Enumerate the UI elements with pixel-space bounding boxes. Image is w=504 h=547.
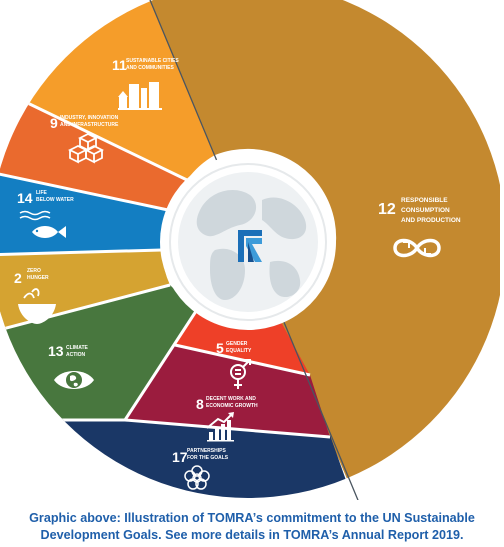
segment-goal-9 — [0, 80, 187, 210]
goal-14-label-line2: BELOW WATER — [36, 197, 74, 203]
goal-17-number: 17 — [172, 449, 188, 465]
bowl-icon — [18, 288, 56, 324]
caption-line-1: Graphic above: Illustration of TOMRA’s c… — [29, 511, 475, 525]
goal-13-number: 13 — [48, 343, 64, 359]
cubes-icon — [67, 132, 105, 164]
goal-5-label-line1: GENDER — [226, 341, 248, 347]
goal-9-label-line1: INDUSTRY, INNOVATION — [60, 115, 119, 121]
goal-13-label-line2: ACTION — [66, 352, 86, 358]
caption: Graphic above: Illustration of TOMRA’s c… — [0, 510, 504, 544]
goal-5-label-line2: EQUALITY — [226, 348, 252, 354]
growth-chart-icon — [206, 412, 234, 442]
goal-13-label-line1: CLIMATE — [66, 345, 89, 351]
segment-goal-8 — [125, 345, 330, 437]
goal-11-label-line2: AND COMMUNITIES — [126, 65, 174, 71]
segment-goal-14 — [0, 170, 168, 255]
goal-17-label-line1: PARTNERSHIPS — [187, 448, 226, 454]
goal-8-label-line1: DECENT WORK AND — [206, 396, 256, 402]
sdg-wheel-diagram: 12 RESPONSIBLE CONSUMPTION AND PRODUCTIO… — [0, 0, 500, 500]
flower-rings-icon — [184, 465, 210, 490]
goal-5-number: 5 — [216, 340, 224, 356]
infinity-icon — [393, 238, 441, 258]
goal-12-number: 12 — [378, 201, 396, 218]
goal-2-number: 2 — [14, 270, 22, 286]
goal-8-label-line2: ECONOMIC GROWTH — [206, 403, 258, 409]
city-buildings-icon — [118, 82, 162, 110]
caption-line-2: Development Goals. See more details in T… — [40, 528, 464, 542]
eye-globe-icon — [54, 371, 94, 389]
goal-14-label-line1: LIFE — [36, 190, 47, 196]
goal-8-number: 8 — [196, 396, 204, 412]
goal-2-label-line1: ZERO — [27, 268, 41, 274]
goal-17-label-line2: FOR THE GOALS — [187, 455, 229, 461]
tomra-logo-icon — [238, 230, 262, 262]
goal-14-number: 14 — [17, 190, 33, 206]
goal-12-label-line1: RESPONSIBLE — [401, 197, 448, 204]
goal-12-label-line3: AND PRODUCTION — [401, 217, 461, 224]
goal-12-label-line2: CONSUMPTION — [401, 207, 450, 214]
goal-11-label-line1: SUSTAINABLE CITIES — [126, 58, 179, 64]
goal-9-number: 9 — [50, 115, 58, 131]
segment-goal-12 — [150, 0, 500, 498]
goal-11-number: 11 — [112, 57, 127, 73]
goal-9-label-line2: AND INFRASTRUCTURE — [60, 122, 119, 128]
fish-icon — [19, 210, 66, 238]
goal-2-label-line2: HUNGER — [27, 275, 49, 281]
center-globe — [160, 154, 336, 330]
gender-equality-icon — [230, 359, 251, 389]
